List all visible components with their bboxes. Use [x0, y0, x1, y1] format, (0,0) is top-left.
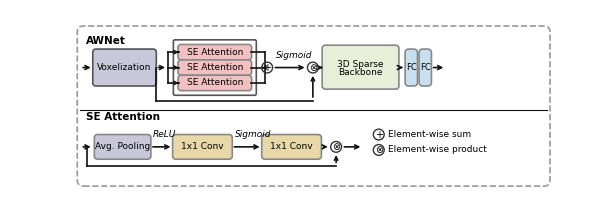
- Text: +: +: [375, 130, 382, 139]
- Text: 3D Sparse: 3D Sparse: [337, 60, 384, 69]
- Text: 1x1 Conv: 1x1 Conv: [271, 142, 313, 151]
- Text: ⊗: ⊗: [375, 145, 383, 155]
- Text: ReLU: ReLU: [153, 130, 177, 139]
- Text: ⊗: ⊗: [332, 142, 340, 152]
- Text: Sigmoid: Sigmoid: [277, 51, 313, 60]
- Text: Voxelization: Voxelization: [97, 63, 152, 72]
- Text: FC: FC: [406, 63, 417, 72]
- Text: 1x1 Conv: 1x1 Conv: [181, 142, 224, 151]
- FancyBboxPatch shape: [77, 26, 550, 186]
- FancyBboxPatch shape: [93, 49, 156, 86]
- FancyBboxPatch shape: [173, 135, 233, 159]
- FancyBboxPatch shape: [178, 45, 252, 60]
- FancyBboxPatch shape: [405, 49, 417, 86]
- FancyBboxPatch shape: [94, 135, 151, 159]
- FancyBboxPatch shape: [419, 49, 431, 86]
- Text: AWNet: AWNet: [86, 36, 125, 46]
- Text: SE Attention: SE Attention: [187, 48, 243, 57]
- Text: Element-wise product: Element-wise product: [388, 146, 487, 154]
- Text: SE Attention: SE Attention: [187, 63, 243, 72]
- Text: ⊗: ⊗: [309, 63, 317, 72]
- Text: FC: FC: [420, 63, 431, 72]
- Text: SE Attention: SE Attention: [86, 112, 160, 122]
- FancyBboxPatch shape: [262, 135, 321, 159]
- Text: Avg. Pooling: Avg. Pooling: [95, 142, 150, 151]
- Text: +: +: [263, 63, 271, 72]
- Text: Element-wise sum: Element-wise sum: [388, 130, 471, 139]
- Text: Sigmoid: Sigmoid: [234, 130, 271, 139]
- Text: Backbone: Backbone: [338, 68, 382, 77]
- FancyBboxPatch shape: [322, 45, 399, 89]
- FancyBboxPatch shape: [178, 75, 252, 91]
- FancyBboxPatch shape: [178, 60, 252, 75]
- Text: SE Attention: SE Attention: [187, 79, 243, 87]
